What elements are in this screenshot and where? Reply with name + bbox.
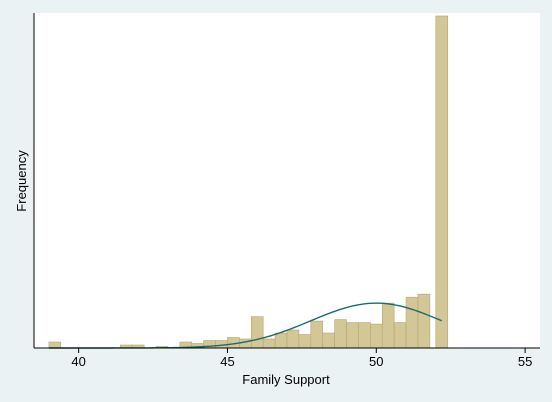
histogram-bar bbox=[435, 15, 449, 349]
histogram-bar bbox=[370, 323, 383, 349]
histogram-bar bbox=[250, 316, 264, 349]
histogram-bar bbox=[322, 332, 335, 349]
x-tick-label: 50 bbox=[369, 354, 383, 369]
histogram-bar bbox=[48, 341, 62, 349]
histogram-bar bbox=[274, 332, 288, 349]
x-tick-label: 55 bbox=[518, 354, 532, 369]
x-axis-label: Family Support bbox=[242, 372, 330, 387]
histogram-bar bbox=[405, 296, 419, 349]
plot-area bbox=[34, 13, 540, 348]
histogram-bar bbox=[358, 322, 371, 349]
histogram-bar bbox=[346, 322, 359, 349]
histogram-bar bbox=[381, 302, 395, 349]
histogram-bar bbox=[286, 329, 300, 349]
x-tick-label: 45 bbox=[220, 354, 234, 369]
histogram-bar bbox=[393, 322, 407, 349]
histogram-bar bbox=[417, 293, 431, 349]
histogram-bar bbox=[239, 338, 252, 349]
y-axis-label: Frequency bbox=[14, 150, 29, 212]
histogram-bar bbox=[262, 338, 276, 349]
x-tick-label: 40 bbox=[71, 354, 85, 369]
histogram-bar bbox=[334, 319, 347, 349]
x-axis-ticks: 40 45 50 55 bbox=[71, 348, 532, 369]
histogram-bar bbox=[310, 320, 324, 349]
histogram-bar bbox=[298, 334, 312, 349]
